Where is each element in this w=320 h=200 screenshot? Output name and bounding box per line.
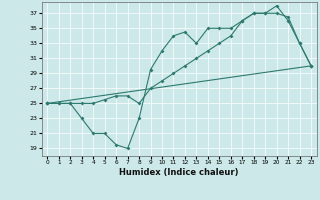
X-axis label: Humidex (Indice chaleur): Humidex (Indice chaleur) xyxy=(119,168,239,177)
